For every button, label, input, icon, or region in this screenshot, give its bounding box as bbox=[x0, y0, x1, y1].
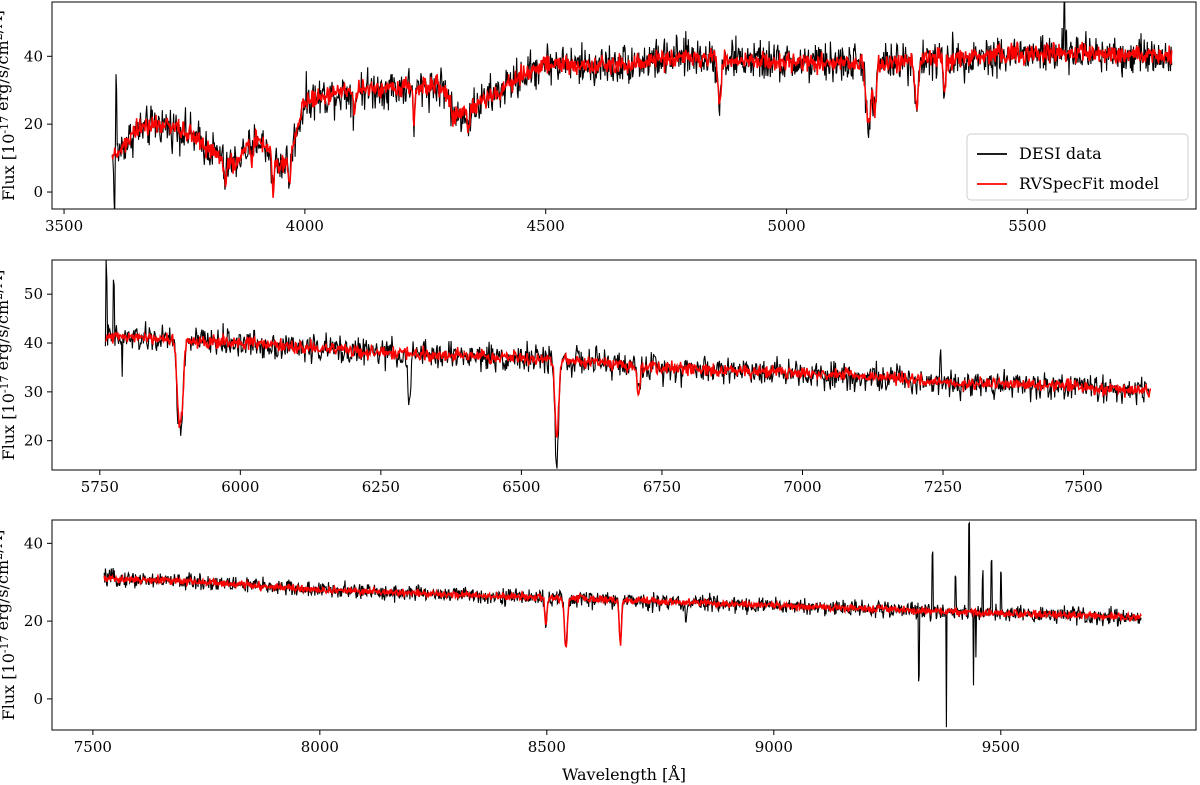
legend-box bbox=[966, 133, 1189, 201]
model-series-line bbox=[103, 573, 1142, 648]
data-series-line bbox=[103, 521, 1142, 728]
y-axis-label: Flux [10-17 erg/s/cm2/Å] bbox=[0, 530, 18, 721]
x-tick-label: 6250 bbox=[362, 478, 400, 496]
legend-entry: RVSpecFit model bbox=[1019, 174, 1159, 193]
y-tick-label: 20 bbox=[24, 612, 43, 630]
x-tick-label: 6750 bbox=[643, 478, 681, 496]
x-tick-label: 5750 bbox=[81, 478, 119, 496]
y-tick-label: 30 bbox=[24, 383, 43, 401]
x-tick-label: 4000 bbox=[286, 217, 324, 235]
y-axis-label: Flux [10-17 erg/s/cm2/Å] bbox=[0, 10, 18, 201]
data-series-line bbox=[104, 260, 1152, 469]
x-tick-label: 6500 bbox=[502, 478, 540, 496]
y-tick-label: 50 bbox=[24, 285, 43, 303]
x-tick-label: 9500 bbox=[982, 738, 1020, 756]
plot-frame bbox=[51, 1, 1197, 210]
spectrum-panel-2: 5750 6000 6250 6500 6750 7000 7250 7500 20 30 40 50… bbox=[0, 259, 1197, 496]
spectrum-panel-3: 7500 8000 8500 9000 9500 0 20 40 Flux [10-17 erg… bbox=[0, 519, 1197, 784]
x-tick-label: 8500 bbox=[528, 738, 566, 756]
y-axis-label: Flux [10-17 erg/s/cm2/Å] bbox=[0, 270, 18, 461]
x-tick-label: 9000 bbox=[755, 738, 793, 756]
plot-frame bbox=[51, 259, 1197, 471]
legend: DESI data RVSpecFit model bbox=[966, 133, 1189, 201]
data-series-line bbox=[111, 2, 1173, 209]
y-tick-label: 20 bbox=[24, 432, 43, 450]
model-series-line bbox=[104, 331, 1152, 438]
model-series-line bbox=[111, 41, 1173, 198]
x-tick-label: 5500 bbox=[1008, 217, 1046, 235]
x-tick-label: 7500 bbox=[74, 738, 112, 756]
y-tick-label: 40 bbox=[24, 334, 43, 352]
plot-frame bbox=[51, 519, 1197, 731]
y-tick-label: 40 bbox=[24, 47, 43, 65]
x-tick-label: 7500 bbox=[1064, 478, 1102, 496]
x-tick-label: 8000 bbox=[301, 738, 339, 756]
x-tick-label: 4500 bbox=[527, 217, 565, 235]
y-tick-label: 0 bbox=[33, 690, 43, 708]
x-tick-label: 5000 bbox=[767, 217, 805, 235]
x-tick-label: 7000 bbox=[783, 478, 821, 496]
y-tick-label: 40 bbox=[24, 534, 43, 552]
x-tick-label: 7250 bbox=[924, 478, 962, 496]
spectrum-panel-1: 3500 4000 4500 5000 5500 0 20 40 Flux [10-17 erg… bbox=[0, 1, 1197, 235]
y-tick-label: 20 bbox=[24, 115, 43, 133]
x-tick-label: 3500 bbox=[45, 217, 83, 235]
legend-entry: DESI data bbox=[1019, 144, 1102, 163]
x-axis-label: Wavelength [Å] bbox=[562, 764, 686, 784]
y-tick-label: 0 bbox=[33, 183, 43, 201]
x-tick-label: 6000 bbox=[221, 478, 259, 496]
